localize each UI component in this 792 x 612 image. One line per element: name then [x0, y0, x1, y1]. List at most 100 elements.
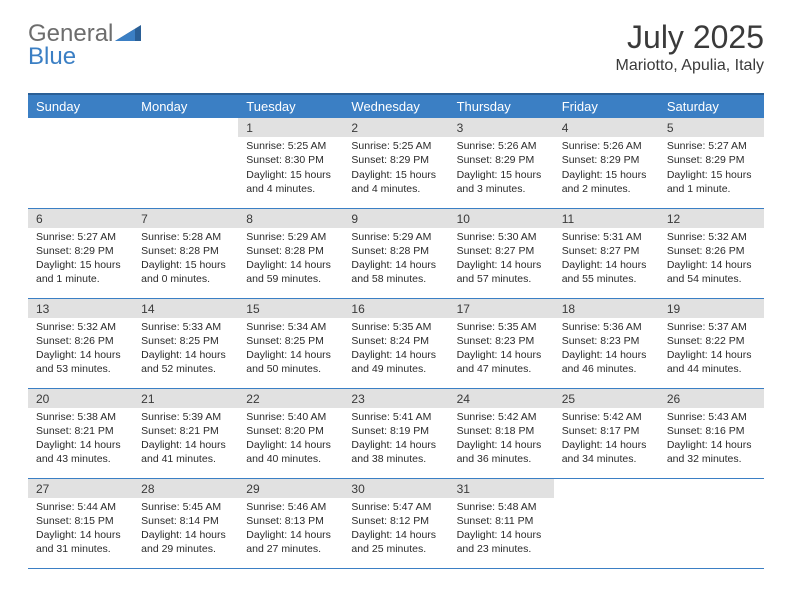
daylight-line: Daylight: 14 hours and 31 minutes. [36, 528, 125, 556]
day-number: 15 [238, 299, 343, 318]
sunset-line: Sunset: 8:11 PM [457, 514, 546, 528]
day-details: Sunrise: 5:35 AMSunset: 8:23 PMDaylight:… [449, 318, 554, 383]
day-details: Sunrise: 5:28 AMSunset: 8:28 PMDaylight:… [133, 228, 238, 293]
sunrise-line: Sunrise: 5:29 AM [246, 230, 335, 244]
sunrise-line: Sunrise: 5:28 AM [141, 230, 230, 244]
calendar-week-row: 20Sunrise: 5:38 AMSunset: 8:21 PMDayligh… [28, 388, 764, 478]
calendar-day-cell: 3Sunrise: 5:26 AMSunset: 8:29 PMDaylight… [449, 118, 554, 208]
daylight-line: Daylight: 14 hours and 57 minutes. [457, 258, 546, 286]
sunset-line: Sunset: 8:26 PM [36, 334, 125, 348]
daylight-line: Daylight: 14 hours and 47 minutes. [457, 348, 546, 376]
daylight-line: Daylight: 14 hours and 59 minutes. [246, 258, 335, 286]
daylight-line: Daylight: 14 hours and 23 minutes. [457, 528, 546, 556]
sunset-line: Sunset: 8:23 PM [562, 334, 651, 348]
calendar-day-cell: 11Sunrise: 5:31 AMSunset: 8:27 PMDayligh… [554, 208, 659, 298]
weekday-header-row: Sunday Monday Tuesday Wednesday Thursday… [28, 94, 764, 118]
daylight-line: Daylight: 15 hours and 4 minutes. [351, 168, 440, 196]
calendar-day-cell [133, 118, 238, 208]
daylight-line: Daylight: 15 hours and 4 minutes. [246, 168, 335, 196]
calendar-day-cell: 5Sunrise: 5:27 AMSunset: 8:29 PMDaylight… [659, 118, 764, 208]
daylight-line: Daylight: 15 hours and 1 minute. [36, 258, 125, 286]
day-details: Sunrise: 5:33 AMSunset: 8:25 PMDaylight:… [133, 318, 238, 383]
location-text: Mariotto, Apulia, Italy [615, 57, 764, 75]
day-details: Sunrise: 5:46 AMSunset: 8:13 PMDaylight:… [238, 498, 343, 563]
day-number: 17 [449, 299, 554, 318]
calendar-day-cell: 27Sunrise: 5:44 AMSunset: 8:15 PMDayligh… [28, 478, 133, 568]
calendar-day-cell: 8Sunrise: 5:29 AMSunset: 8:28 PMDaylight… [238, 208, 343, 298]
day-details: Sunrise: 5:34 AMSunset: 8:25 PMDaylight:… [238, 318, 343, 383]
daylight-line: Daylight: 14 hours and 50 minutes. [246, 348, 335, 376]
sunset-line: Sunset: 8:22 PM [667, 334, 756, 348]
day-details: Sunrise: 5:42 AMSunset: 8:17 PMDaylight:… [554, 408, 659, 473]
daylight-line: Daylight: 14 hours and 34 minutes. [562, 438, 651, 466]
day-number: 11 [554, 209, 659, 228]
sunrise-line: Sunrise: 5:32 AM [667, 230, 756, 244]
day-number: 2 [343, 118, 448, 137]
calendar-day-cell: 22Sunrise: 5:40 AMSunset: 8:20 PMDayligh… [238, 388, 343, 478]
day-details: Sunrise: 5:32 AMSunset: 8:26 PMDaylight:… [28, 318, 133, 383]
sunset-line: Sunset: 8:29 PM [457, 153, 546, 167]
daylight-line: Daylight: 14 hours and 53 minutes. [36, 348, 125, 376]
day-details: Sunrise: 5:26 AMSunset: 8:29 PMDaylight:… [449, 137, 554, 202]
sunrise-line: Sunrise: 5:38 AM [36, 410, 125, 424]
sunrise-line: Sunrise: 5:35 AM [351, 320, 440, 334]
calendar-day-cell: 4Sunrise: 5:26 AMSunset: 8:29 PMDaylight… [554, 118, 659, 208]
calendar-day-cell: 18Sunrise: 5:36 AMSunset: 8:23 PMDayligh… [554, 298, 659, 388]
calendar-day-cell: 13Sunrise: 5:32 AMSunset: 8:26 PMDayligh… [28, 298, 133, 388]
sunrise-line: Sunrise: 5:45 AM [141, 500, 230, 514]
sunrise-line: Sunrise: 5:27 AM [36, 230, 125, 244]
sunrise-line: Sunrise: 5:47 AM [351, 500, 440, 514]
calendar-day-cell: 19Sunrise: 5:37 AMSunset: 8:22 PMDayligh… [659, 298, 764, 388]
sunrise-line: Sunrise: 5:42 AM [562, 410, 651, 424]
sunset-line: Sunset: 8:30 PM [246, 153, 335, 167]
day-number: 1 [238, 118, 343, 137]
calendar-day-cell: 20Sunrise: 5:38 AMSunset: 8:21 PMDayligh… [28, 388, 133, 478]
calendar-day-cell: 7Sunrise: 5:28 AMSunset: 8:28 PMDaylight… [133, 208, 238, 298]
month-title: July 2025 [615, 20, 764, 55]
weekday-header: Friday [554, 94, 659, 118]
day-details: Sunrise: 5:40 AMSunset: 8:20 PMDaylight:… [238, 408, 343, 473]
sunrise-line: Sunrise: 5:27 AM [667, 139, 756, 153]
day-details: Sunrise: 5:27 AMSunset: 8:29 PMDaylight:… [28, 228, 133, 293]
sunset-line: Sunset: 8:21 PM [141, 424, 230, 438]
day-details: Sunrise: 5:25 AMSunset: 8:30 PMDaylight:… [238, 137, 343, 202]
sunset-line: Sunset: 8:16 PM [667, 424, 756, 438]
sunrise-line: Sunrise: 5:36 AM [562, 320, 651, 334]
sunrise-line: Sunrise: 5:30 AM [457, 230, 546, 244]
calendar-table: Sunday Monday Tuesday Wednesday Thursday… [28, 93, 764, 569]
sunrise-line: Sunrise: 5:26 AM [562, 139, 651, 153]
day-number: 30 [343, 479, 448, 498]
calendar-day-cell: 14Sunrise: 5:33 AMSunset: 8:25 PMDayligh… [133, 298, 238, 388]
sunset-line: Sunset: 8:28 PM [246, 244, 335, 258]
calendar-day-cell: 21Sunrise: 5:39 AMSunset: 8:21 PMDayligh… [133, 388, 238, 478]
calendar-day-cell: 23Sunrise: 5:41 AMSunset: 8:19 PMDayligh… [343, 388, 448, 478]
daylight-line: Daylight: 14 hours and 52 minutes. [141, 348, 230, 376]
sunrise-line: Sunrise: 5:26 AM [457, 139, 546, 153]
sunset-line: Sunset: 8:17 PM [562, 424, 651, 438]
sunset-line: Sunset: 8:29 PM [36, 244, 125, 258]
sunrise-line: Sunrise: 5:48 AM [457, 500, 546, 514]
sunset-line: Sunset: 8:25 PM [141, 334, 230, 348]
sunrise-line: Sunrise: 5:35 AM [457, 320, 546, 334]
day-details: Sunrise: 5:26 AMSunset: 8:29 PMDaylight:… [554, 137, 659, 202]
logo-triangle-icon [115, 20, 141, 48]
day-details: Sunrise: 5:48 AMSunset: 8:11 PMDaylight:… [449, 498, 554, 563]
sunset-line: Sunset: 8:15 PM [36, 514, 125, 528]
sunset-line: Sunset: 8:18 PM [457, 424, 546, 438]
day-details: Sunrise: 5:37 AMSunset: 8:22 PMDaylight:… [659, 318, 764, 383]
day-details: Sunrise: 5:43 AMSunset: 8:16 PMDaylight:… [659, 408, 764, 473]
sunset-line: Sunset: 8:24 PM [351, 334, 440, 348]
day-details: Sunrise: 5:30 AMSunset: 8:27 PMDaylight:… [449, 228, 554, 293]
daylight-line: Daylight: 14 hours and 25 minutes. [351, 528, 440, 556]
daylight-line: Daylight: 14 hours and 44 minutes. [667, 348, 756, 376]
calendar-day-cell: 1Sunrise: 5:25 AMSunset: 8:30 PMDaylight… [238, 118, 343, 208]
daylight-line: Daylight: 14 hours and 54 minutes. [667, 258, 756, 286]
calendar-day-cell: 9Sunrise: 5:29 AMSunset: 8:28 PMDaylight… [343, 208, 448, 298]
calendar-week-row: 27Sunrise: 5:44 AMSunset: 8:15 PMDayligh… [28, 478, 764, 568]
day-number: 22 [238, 389, 343, 408]
sunrise-line: Sunrise: 5:34 AM [246, 320, 335, 334]
day-number: 19 [659, 299, 764, 318]
day-number: 25 [554, 389, 659, 408]
sunrise-line: Sunrise: 5:33 AM [141, 320, 230, 334]
calendar-day-cell: 12Sunrise: 5:32 AMSunset: 8:26 PMDayligh… [659, 208, 764, 298]
